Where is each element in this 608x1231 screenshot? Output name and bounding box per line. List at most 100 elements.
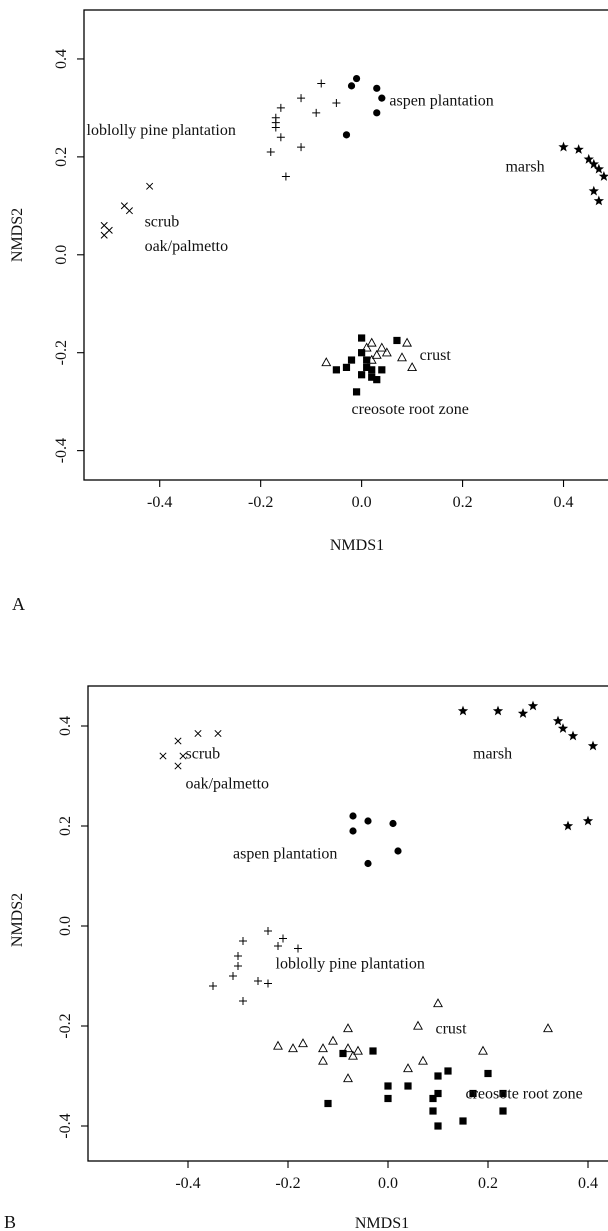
data-point-plus [297, 143, 306, 152]
data-point-square [434, 1072, 442, 1080]
group-label: marsh [505, 159, 544, 176]
plot-frame-b [87, 685, 608, 1162]
data-point-star [558, 141, 569, 152]
data-point-star [588, 158, 599, 169]
data-point-plus [229, 972, 237, 980]
data-point-square [369, 1047, 377, 1055]
data-point-plus [294, 944, 302, 953]
data-point-square [368, 373, 376, 381]
data-point-plus [279, 934, 287, 943]
data-point-square [393, 336, 401, 345]
data-point-plus [239, 997, 247, 1005]
data-point-square [352, 388, 361, 396]
data-point-triangle [402, 337, 413, 347]
data-point-star [598, 171, 608, 181]
data-point-triangle [353, 1045, 363, 1055]
data-point-square [378, 366, 386, 374]
data-point-triangle [366, 337, 377, 347]
data-point-plus [281, 172, 290, 181]
data-point-square [434, 1089, 442, 1098]
data-point-plus [276, 103, 285, 112]
annotations-a: scrub oak/palmetto loblolly pine plantatio… [87, 92, 545, 417]
data-point-x [159, 752, 167, 760]
panel-label-a: A [12, 594, 25, 614]
data-point-square [358, 349, 366, 357]
series-square-b [324, 1047, 507, 1130]
x-tick-label-b: 0.4 [578, 1175, 598, 1192]
data-point-triangle [343, 1073, 353, 1083]
panel-b: B NMDS1 NMDS2 -0.4 -0.2 0.0 0.2 0.4 -0.4 -0.2 0… [4, 685, 608, 1231]
data-point-triangle [328, 1035, 338, 1045]
data-point-plus [312, 108, 321, 117]
data-point-plus [239, 937, 247, 945]
data-point-triangle [397, 352, 407, 362]
series-plus-b [209, 927, 302, 1005]
data-point-square [363, 363, 371, 371]
data-point-star [573, 144, 584, 154]
data-point-plus [209, 982, 217, 990]
data-point-circle [347, 82, 356, 90]
data-point-square [434, 1122, 442, 1130]
data-point-triangle [343, 1043, 353, 1053]
data-point-star [588, 185, 599, 196]
plot-frame-a [83, 9, 608, 481]
data-point-triangle [288, 1043, 298, 1053]
data-point-circle [378, 94, 386, 102]
data-point-square [342, 363, 351, 371]
data-point-circle [373, 84, 381, 92]
series-star-a [558, 141, 608, 206]
data-point-triangle [403, 1063, 413, 1073]
y-tick-label-b: 0.4 [57, 716, 74, 736]
x-tick-label-b: 0.0 [378, 1175, 398, 1192]
group-label: oak/palmetto [186, 776, 270, 793]
data-point-triangle [376, 342, 387, 352]
data-point-circle [389, 819, 397, 828]
y-tick-label-a: 0.2 [53, 147, 70, 167]
data-point-square [484, 1069, 492, 1078]
x-tick-label-a: 0.4 [554, 494, 574, 511]
data-point-square [469, 1089, 477, 1098]
x-tick-label-a: 0.2 [453, 494, 473, 511]
x-tick-label-b: 0.2 [478, 1175, 498, 1192]
data-point-triangle [433, 998, 443, 1008]
data-point-square [368, 366, 376, 374]
group-label: marsh [473, 746, 512, 763]
y-tick-label-b: -0.2 [57, 1013, 74, 1038]
series-x-b [159, 729, 222, 770]
data-point-plus [274, 942, 282, 950]
series-plus-a [266, 79, 341, 181]
data-point-circle [364, 817, 372, 825]
group-label: loblolly pine plantation [276, 956, 425, 973]
data-point-triangle [321, 357, 332, 367]
data-point-plus [276, 133, 285, 142]
data-point-plus [317, 79, 326, 88]
data-marks-b [159, 700, 599, 1130]
data-point-circle [394, 847, 402, 855]
series-circle-b [349, 812, 402, 868]
y-tick-label-a: 0.0 [53, 245, 70, 265]
data-point-star [593, 195, 604, 206]
y-tick-label-b: 0.0 [57, 916, 74, 936]
data-point-star [593, 163, 604, 174]
data-point-triangle [361, 342, 372, 352]
data-point-triangle [371, 349, 382, 359]
x-axis-title-b: NMDS1 [355, 1215, 409, 1231]
panel-label-b: B [4, 1212, 16, 1231]
group-label: aspen plantation [389, 92, 493, 109]
data-point-plus [271, 123, 280, 132]
group-label: creosote root zone [466, 1086, 583, 1103]
data-point-star [567, 730, 579, 741]
data-point-triangle [273, 1040, 283, 1050]
data-point-star [557, 723, 569, 733]
data-point-square [459, 1117, 467, 1125]
data-point-triangle [413, 1020, 423, 1030]
data-marks-a [100, 74, 608, 396]
data-point-triangle [543, 1023, 553, 1033]
data-point-plus [254, 977, 262, 985]
x-tick-label-b: -0.4 [175, 1175, 200, 1192]
x-tick-label-a: 0.0 [352, 494, 372, 511]
data-point-star [587, 740, 599, 751]
data-point-square [324, 1099, 332, 1108]
data-point-plus [264, 927, 272, 935]
